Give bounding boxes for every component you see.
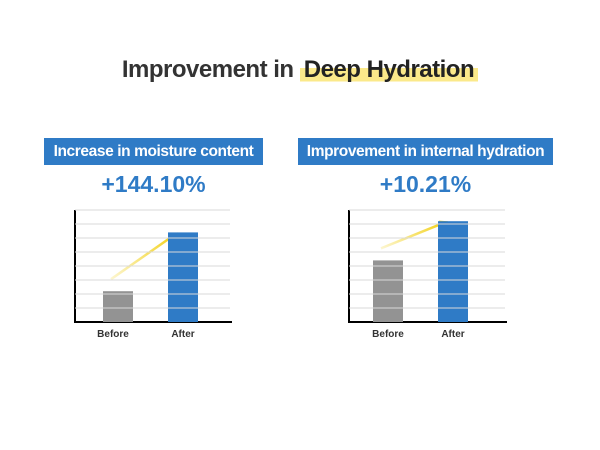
bar-after <box>438 221 468 322</box>
bar-after <box>168 232 198 322</box>
page-title: Improvement in Deep Hydration <box>0 56 600 84</box>
chart-annotation-moisture: +144.10% <box>101 171 206 197</box>
x-tick-label: Before <box>372 329 404 340</box>
x-tick-label: After <box>441 329 464 340</box>
chart-annotation-hydration: +10.21% <box>379 171 472 197</box>
trend-arrow-line <box>380 221 444 250</box>
title-prefix: Improvement in <box>121 56 300 83</box>
x-tick-label: After <box>171 329 194 340</box>
bar-before <box>373 260 403 322</box>
bar-before <box>103 291 133 322</box>
chart-title-moisture: Increase in moisture content <box>44 138 263 165</box>
chart-panel-moisture: Increase in moisture content +144.10% <box>44 138 263 198</box>
chart-panel-hydration: Improvement in internal hydration +10.21… <box>298 138 553 198</box>
trend-arrow-line <box>110 234 175 281</box>
title-highlight: Deep Hydration <box>299 56 479 83</box>
x-tick-label: Before <box>97 329 129 340</box>
chart-title-hydration: Improvement in internal hydration <box>298 138 553 165</box>
